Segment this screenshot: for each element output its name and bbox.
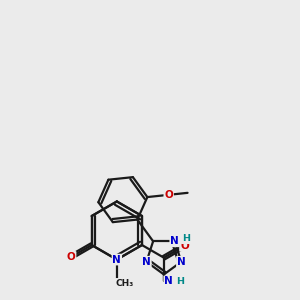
Text: H: H [182,234,190,243]
Text: N: N [177,257,186,267]
Text: O: O [180,241,189,251]
Text: CH₃: CH₃ [116,279,134,288]
Text: H: H [176,277,184,286]
Text: N: N [170,236,179,246]
Text: N: N [112,255,121,265]
Text: N: N [164,276,173,286]
Text: N: N [142,257,151,267]
Text: O: O [164,190,173,200]
Text: O: O [67,252,76,262]
